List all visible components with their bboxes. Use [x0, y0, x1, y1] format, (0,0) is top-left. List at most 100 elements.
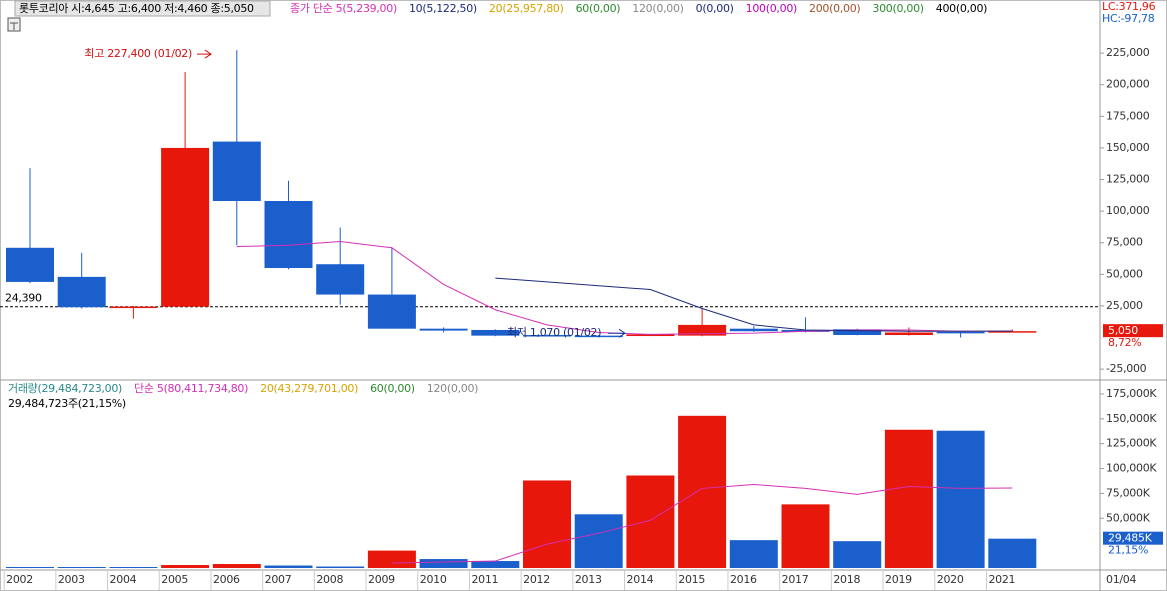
volume-bar [109, 567, 158, 569]
title-box [14, 0, 271, 17]
reference-label: 24,390 [5, 292, 42, 305]
legend-entry: 400(0,00) [936, 2, 987, 15]
legend-entry: 20(25,957,80) [489, 2, 564, 15]
volume-bar [367, 550, 416, 569]
volume-bar [729, 540, 778, 569]
y-tick-label: 175,000 [1106, 109, 1150, 122]
x-tick-label: 2021 [988, 573, 1015, 586]
volume-bar [316, 566, 365, 569]
candle-body [574, 335, 623, 338]
candle-body [109, 306, 158, 309]
x-tick-label: 2015 [678, 573, 705, 586]
candle-body [471, 329, 520, 336]
x-tick-label: 2019 [885, 573, 912, 586]
candle-body [161, 147, 210, 307]
volume-bar [781, 504, 830, 569]
volume-bar [161, 565, 210, 569]
volume-bar [471, 561, 520, 569]
x-tick-label: 2005 [161, 573, 188, 586]
candle-body [678, 324, 727, 336]
volume-bar [884, 429, 933, 569]
volume-bar [264, 565, 313, 569]
candle-body [264, 201, 313, 269]
low-annotation: 최저 1,070 (01/02) [507, 326, 601, 339]
volume-bar [678, 415, 727, 569]
candle-body [212, 141, 261, 202]
volume-bar [574, 514, 623, 569]
legend-entry: 종가 단순 5(5,239,00) [290, 2, 397, 15]
value-tag-change: 21,15% [1108, 544, 1148, 557]
y-tick-label: 225,000 [1106, 46, 1150, 59]
x-tick-label: 2006 [213, 573, 240, 586]
legend-entry: 200(0,00) [809, 2, 860, 15]
volume-bar [523, 480, 571, 569]
volume-subtitle: 29,484,723주(21,15%) [8, 397, 126, 410]
x-end-label: 01/04 [1106, 573, 1137, 586]
x-tick-label: 2016 [730, 573, 757, 586]
y-tick-label: 75,000K [1106, 486, 1151, 499]
volume-bar [57, 567, 106, 569]
x-tick-label: 2017 [782, 573, 809, 586]
candle-body [316, 264, 365, 295]
x-tick-label: 2008 [316, 573, 343, 586]
legend-entry: 거래량(29,484,723,00) [8, 382, 122, 395]
x-tick-label: 2014 [627, 573, 654, 586]
x-tick-label: 2002 [6, 573, 33, 586]
chart-title: 롯투코리아 시:4,645 고:6,400 저:4,460 종:5,050 [19, 2, 254, 15]
y-tick-label: 125,000 [1106, 173, 1150, 186]
y-tick-label: 125,000K [1106, 437, 1157, 450]
legend-entry: 60(0,00) [370, 382, 415, 395]
candle-body [419, 328, 468, 331]
value-tag-label: 5,050 [1108, 324, 1138, 337]
value-tag-label: 29,485K [1108, 532, 1153, 545]
moving-average-line [495, 277, 1013, 332]
legend-entry: 120(0,00) [427, 382, 478, 395]
legend-entry: 10(5,122,50) [409, 2, 477, 15]
legend-entry: 단순 5(80,411,734,80) [134, 382, 248, 395]
corner-label: HC:-97,78 [1102, 12, 1155, 25]
volume-bar [626, 475, 675, 569]
x-tick-label: 2011 [471, 573, 498, 586]
legend-entry: 120(0,00) [632, 2, 683, 15]
y-tick-label: 175,000K [1106, 387, 1157, 400]
y-tick-label: 100,000 [1106, 204, 1150, 217]
y-tick-label: 150,000 [1106, 141, 1150, 154]
x-tick-label: 2009 [368, 573, 395, 586]
candle-body [6, 247, 54, 282]
y-tick-label: 150,000K [1106, 412, 1157, 425]
value-tag [1103, 324, 1163, 338]
y-tick-label: 50,000K [1106, 511, 1151, 524]
legend-entry: 300(0,00) [872, 2, 923, 15]
x-tick-label: 2003 [58, 573, 85, 586]
x-tick-label: 2007 [265, 573, 292, 586]
x-tick-label: 2004 [110, 573, 137, 586]
y-tick-label: -25,000 [1106, 362, 1147, 375]
legend-entry: 20(43,279,701,00) [260, 382, 358, 395]
volume-bar [988, 538, 1037, 569]
x-tick-label: 2010 [420, 573, 447, 586]
y-tick-label: 100,000K [1106, 462, 1157, 475]
y-tick-label: 75,000 [1106, 236, 1143, 249]
moving-average-line [391, 483, 1013, 564]
x-tick-label: 2020 [937, 573, 964, 586]
candle-body [884, 332, 933, 336]
legend-entry: 60(0,00) [576, 2, 621, 15]
annotation-arrow [197, 49, 212, 59]
annotation-arrow [608, 328, 626, 338]
candle-body [988, 331, 1037, 333]
volume-bar [419, 559, 468, 569]
y-tick-label: 200,000 [1106, 78, 1150, 91]
candle-body [367, 294, 416, 329]
legend-entry: 100(0,00) [746, 2, 797, 15]
candle-body [833, 329, 882, 336]
x-tick-label: 2012 [523, 573, 550, 586]
x-tick-label: 2013 [575, 573, 602, 586]
value-tag [1103, 531, 1163, 545]
y-tick-label: 50,000 [1106, 267, 1143, 280]
volume-bar [936, 430, 985, 569]
x-tick-label: 2018 [833, 573, 860, 586]
legend-entry: 0(0,00) [696, 2, 734, 15]
volume-bar [833, 541, 882, 569]
candle-body [523, 335, 571, 337]
